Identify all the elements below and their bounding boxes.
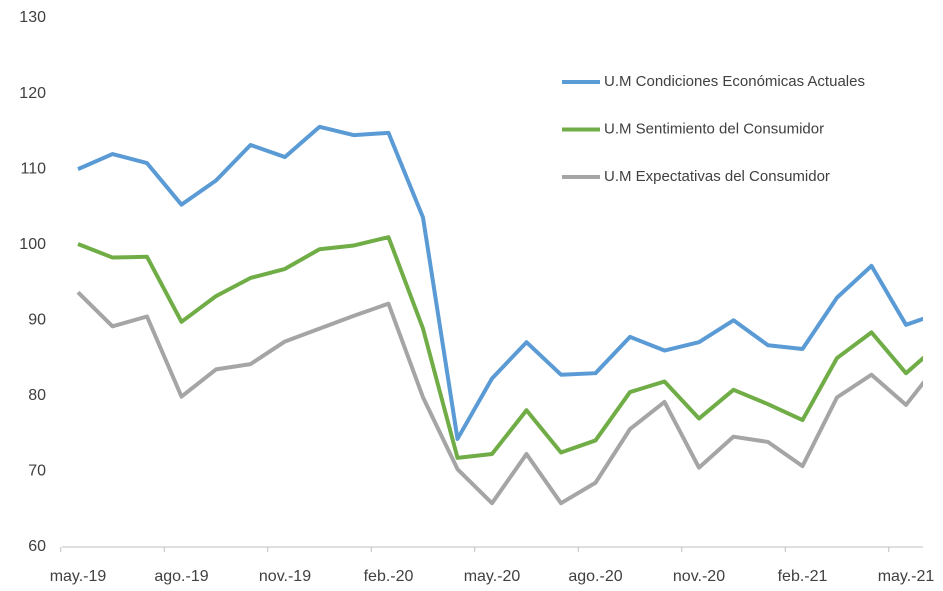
x-tick-label: nov.-19 [259,568,311,585]
series-line [76,290,923,506]
x-tick-label: feb.-20 [364,568,414,585]
x-tick-label: may.-19 [50,568,107,585]
x-tick-label: may.-20 [464,568,521,585]
y-tick-label: 130 [19,9,46,26]
y-tick-label: 80 [28,387,46,404]
x-tick-label: feb.-21 [778,568,828,585]
legend-label: U.M Condiciones Económicas Actuales [604,73,865,90]
legend-label: U.M Expectativas del Consumidor [604,168,830,185]
y-tick-label: 70 [28,463,46,480]
plot-area [76,124,923,506]
y-tick-label: 110 [20,160,46,177]
x-tick-label: may.-21 [878,568,935,585]
series-line [77,124,923,441]
x-tick-label: nov.-20 [673,568,725,585]
y-tick-label: 120 [19,85,46,102]
series-line [77,235,923,460]
y-tick-label: 60 [28,538,46,555]
legend-label: U.M Sentimiento del Consumidor [604,120,824,137]
y-tick-label: 100 [19,236,46,253]
y-tick-label: 90 [28,312,46,329]
x-tick-label: ago.-20 [568,568,622,585]
x-tick-label: ago.-19 [154,568,208,585]
